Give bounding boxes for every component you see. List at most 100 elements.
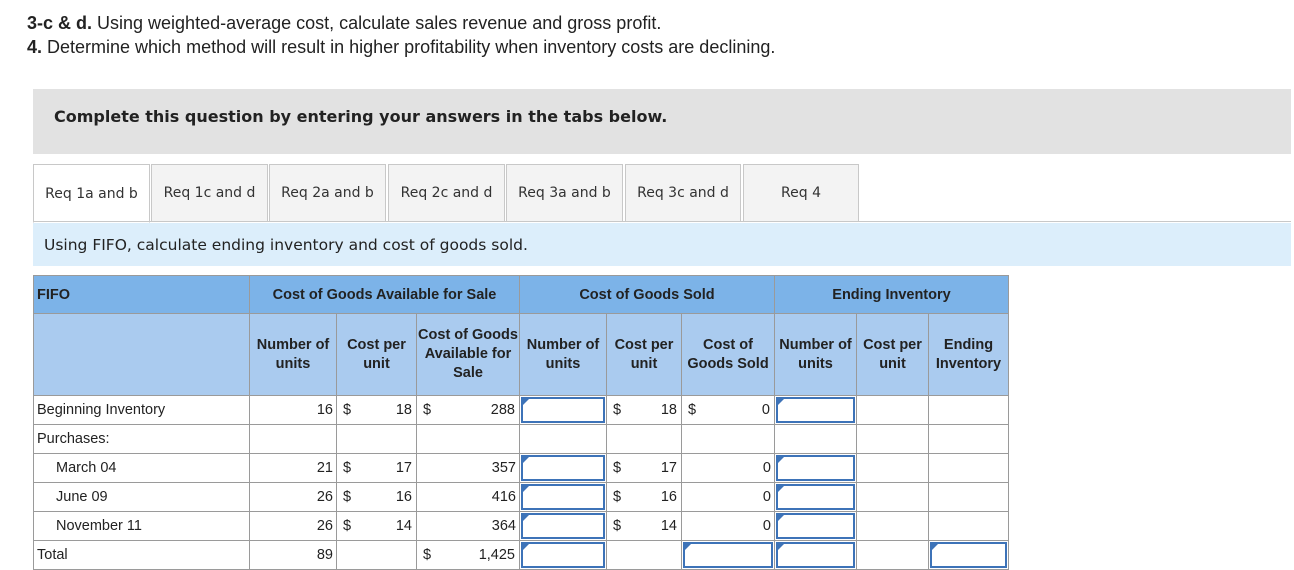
cost-cell: $16	[336, 482, 417, 512]
tab-req-2a-b[interactable]: Req 2a and b	[269, 164, 386, 222]
sold-units-input[interactable]	[519, 453, 607, 483]
tab-divider	[33, 221, 1291, 222]
empty-cell	[774, 424, 857, 454]
empty-cell	[416, 424, 520, 454]
dollar-sign: $	[343, 402, 352, 418]
available: 357	[416, 453, 520, 483]
tab-req-1a-b[interactable]: Req 1a and b	[33, 164, 150, 223]
question-4-text: Determine which method will result in hi…	[42, 37, 776, 57]
end-inventory-cell	[928, 511, 1009, 541]
available-cell: $1,425	[416, 540, 520, 570]
total-sold-units-input[interactable]	[519, 540, 607, 570]
table-row: November 11 26 $14 364 $14 0	[33, 511, 1009, 541]
instruction-text: Using FIFO, calculate ending inventory a…	[44, 236, 528, 254]
cost: 16	[395, 489, 412, 505]
dollar-sign: $	[613, 489, 622, 505]
end-units-input[interactable]	[774, 511, 857, 541]
sold-cost-cell: $18	[606, 395, 682, 425]
available: 364	[416, 511, 520, 541]
end-units-input[interactable]	[774, 395, 857, 425]
empty-cell	[606, 424, 682, 454]
dollar-sign: $	[423, 402, 432, 418]
units: 89	[249, 540, 337, 570]
fifo-label: FIFO	[33, 275, 250, 314]
tab-req-3c-d[interactable]: Req 3c and d	[625, 164, 741, 222]
cost: 18	[395, 402, 412, 418]
header-available: Cost of Goods Available for Sale	[249, 275, 520, 314]
row-label: March 04	[33, 453, 250, 483]
question-4-number: 4.	[27, 37, 43, 57]
banner-text: Complete this question by entering your …	[54, 107, 668, 126]
col-sold-cost-per: Cost per unit	[606, 313, 682, 396]
end-cost-cell	[856, 482, 929, 512]
sold-cost: 16	[660, 489, 677, 505]
available: 1,425	[478, 547, 515, 563]
row-label: Total	[33, 540, 250, 570]
table-row: Beginning Inventory 16 $18 $288 $18 $0	[33, 395, 1009, 425]
units: 26	[249, 511, 337, 541]
tab-req-2c-d[interactable]: Req 2c and d	[388, 164, 505, 222]
cost-cell: $18	[336, 395, 417, 425]
total-end-inventory-input[interactable]	[928, 540, 1009, 570]
row-label: June 09	[33, 482, 250, 512]
instructions-banner: Complete this question by entering your …	[33, 89, 1291, 154]
question-4: 4. Determine which method will result in…	[27, 37, 775, 58]
empty-cell	[856, 424, 929, 454]
fifo-table: FIFO Cost of Goods Available for Sale Co…	[33, 275, 1009, 570]
header-sold: Cost of Goods Sold	[519, 275, 775, 314]
dollar-sign: $	[343, 518, 352, 534]
cogs: 0	[761, 402, 770, 418]
end-inventory-cell	[928, 482, 1009, 512]
empty-cell	[856, 540, 929, 570]
empty-cell	[606, 540, 682, 570]
table-row-total: Total 89 $1,425	[33, 540, 1009, 570]
col-cost-per-unit: Cost per unit	[336, 313, 417, 396]
sold-units-input[interactable]	[519, 395, 607, 425]
total-end-units-input[interactable]	[774, 540, 857, 570]
col-sold-number: Number of units	[519, 313, 607, 396]
dollar-sign: $	[613, 518, 622, 534]
table-row: Purchases:	[33, 424, 1009, 454]
col-end-number: Number of units	[774, 313, 857, 396]
header-blank	[33, 313, 250, 396]
dollar-sign: $	[423, 547, 432, 563]
row-label: November 11	[33, 511, 250, 541]
cogs-cell: $0	[681, 395, 775, 425]
end-inventory-cell	[928, 453, 1009, 483]
col-cogs: Cost of Goods Sold	[681, 313, 775, 396]
col-end-cost: Cost per unit	[856, 313, 929, 396]
sold-units-input[interactable]	[519, 511, 607, 541]
end-units-input[interactable]	[774, 453, 857, 483]
header-ending: Ending Inventory	[774, 275, 1009, 314]
end-inventory-cell	[928, 395, 1009, 425]
col-cost-available: Cost of Goods Available for Sale	[416, 313, 520, 396]
sold-cost-cell: $14	[606, 511, 682, 541]
units: 21	[249, 453, 337, 483]
cogs: 0	[681, 511, 775, 541]
available-cell: $288	[416, 395, 520, 425]
end-cost-cell	[856, 453, 929, 483]
tab-instruction: Using FIFO, calculate ending inventory a…	[33, 223, 1291, 266]
end-cost-cell	[856, 395, 929, 425]
tab-req-4[interactable]: Req 4	[743, 164, 859, 222]
cost: 17	[395, 460, 412, 476]
empty-cell	[681, 424, 775, 454]
tab-req-1c-d[interactable]: Req 1c and d	[151, 164, 268, 222]
units: 16	[249, 395, 337, 425]
dollar-sign: $	[688, 402, 697, 418]
col-end-inventory: Ending Inventory	[928, 313, 1009, 396]
question-3cd-number: 3-c & d.	[27, 13, 93, 33]
dollar-sign: $	[343, 460, 352, 476]
cogs: 0	[681, 453, 775, 483]
sold-cost-cell: $16	[606, 482, 682, 512]
sold-units-input[interactable]	[519, 482, 607, 512]
total-cogs-input[interactable]	[681, 540, 775, 570]
cost-cell: $14	[336, 511, 417, 541]
col-number-units: Number of units	[249, 313, 337, 396]
sold-cost: 14	[660, 518, 677, 534]
empty-cell	[928, 424, 1009, 454]
cost-cell: $17	[336, 453, 417, 483]
table-row: March 04 21 $17 357 $17 0	[33, 453, 1009, 483]
end-units-input[interactable]	[774, 482, 857, 512]
tab-req-3a-b[interactable]: Req 3a and b	[506, 164, 623, 222]
